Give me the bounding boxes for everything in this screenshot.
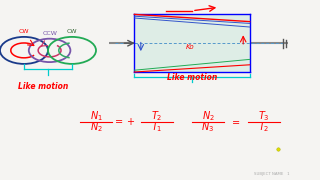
Text: $T_3$: $T_3$ (258, 109, 270, 123)
Text: $T_2$: $T_2$ (258, 120, 270, 134)
Text: CW: CW (67, 29, 77, 34)
Text: Like motion: Like motion (18, 82, 68, 91)
Text: CCW: CCW (42, 31, 57, 36)
Text: $N_2$: $N_2$ (202, 109, 214, 123)
Text: $= +$: $= +$ (113, 116, 136, 127)
Bar (134, 14, 250, 72)
Text: $N_3$: $N_3$ (202, 120, 214, 134)
Text: CW: CW (19, 29, 29, 34)
Text: Ko: Ko (186, 44, 195, 50)
Text: Like motion: Like motion (167, 73, 217, 82)
Text: $N_1$: $N_1$ (90, 109, 102, 123)
Text: $N_2$: $N_2$ (90, 120, 102, 134)
Text: $=$: $=$ (230, 116, 241, 127)
Text: SUBJECT NAME   1: SUBJECT NAME 1 (254, 172, 290, 176)
Text: $T_2$: $T_2$ (151, 109, 163, 123)
Text: $T_1$: $T_1$ (151, 120, 163, 134)
